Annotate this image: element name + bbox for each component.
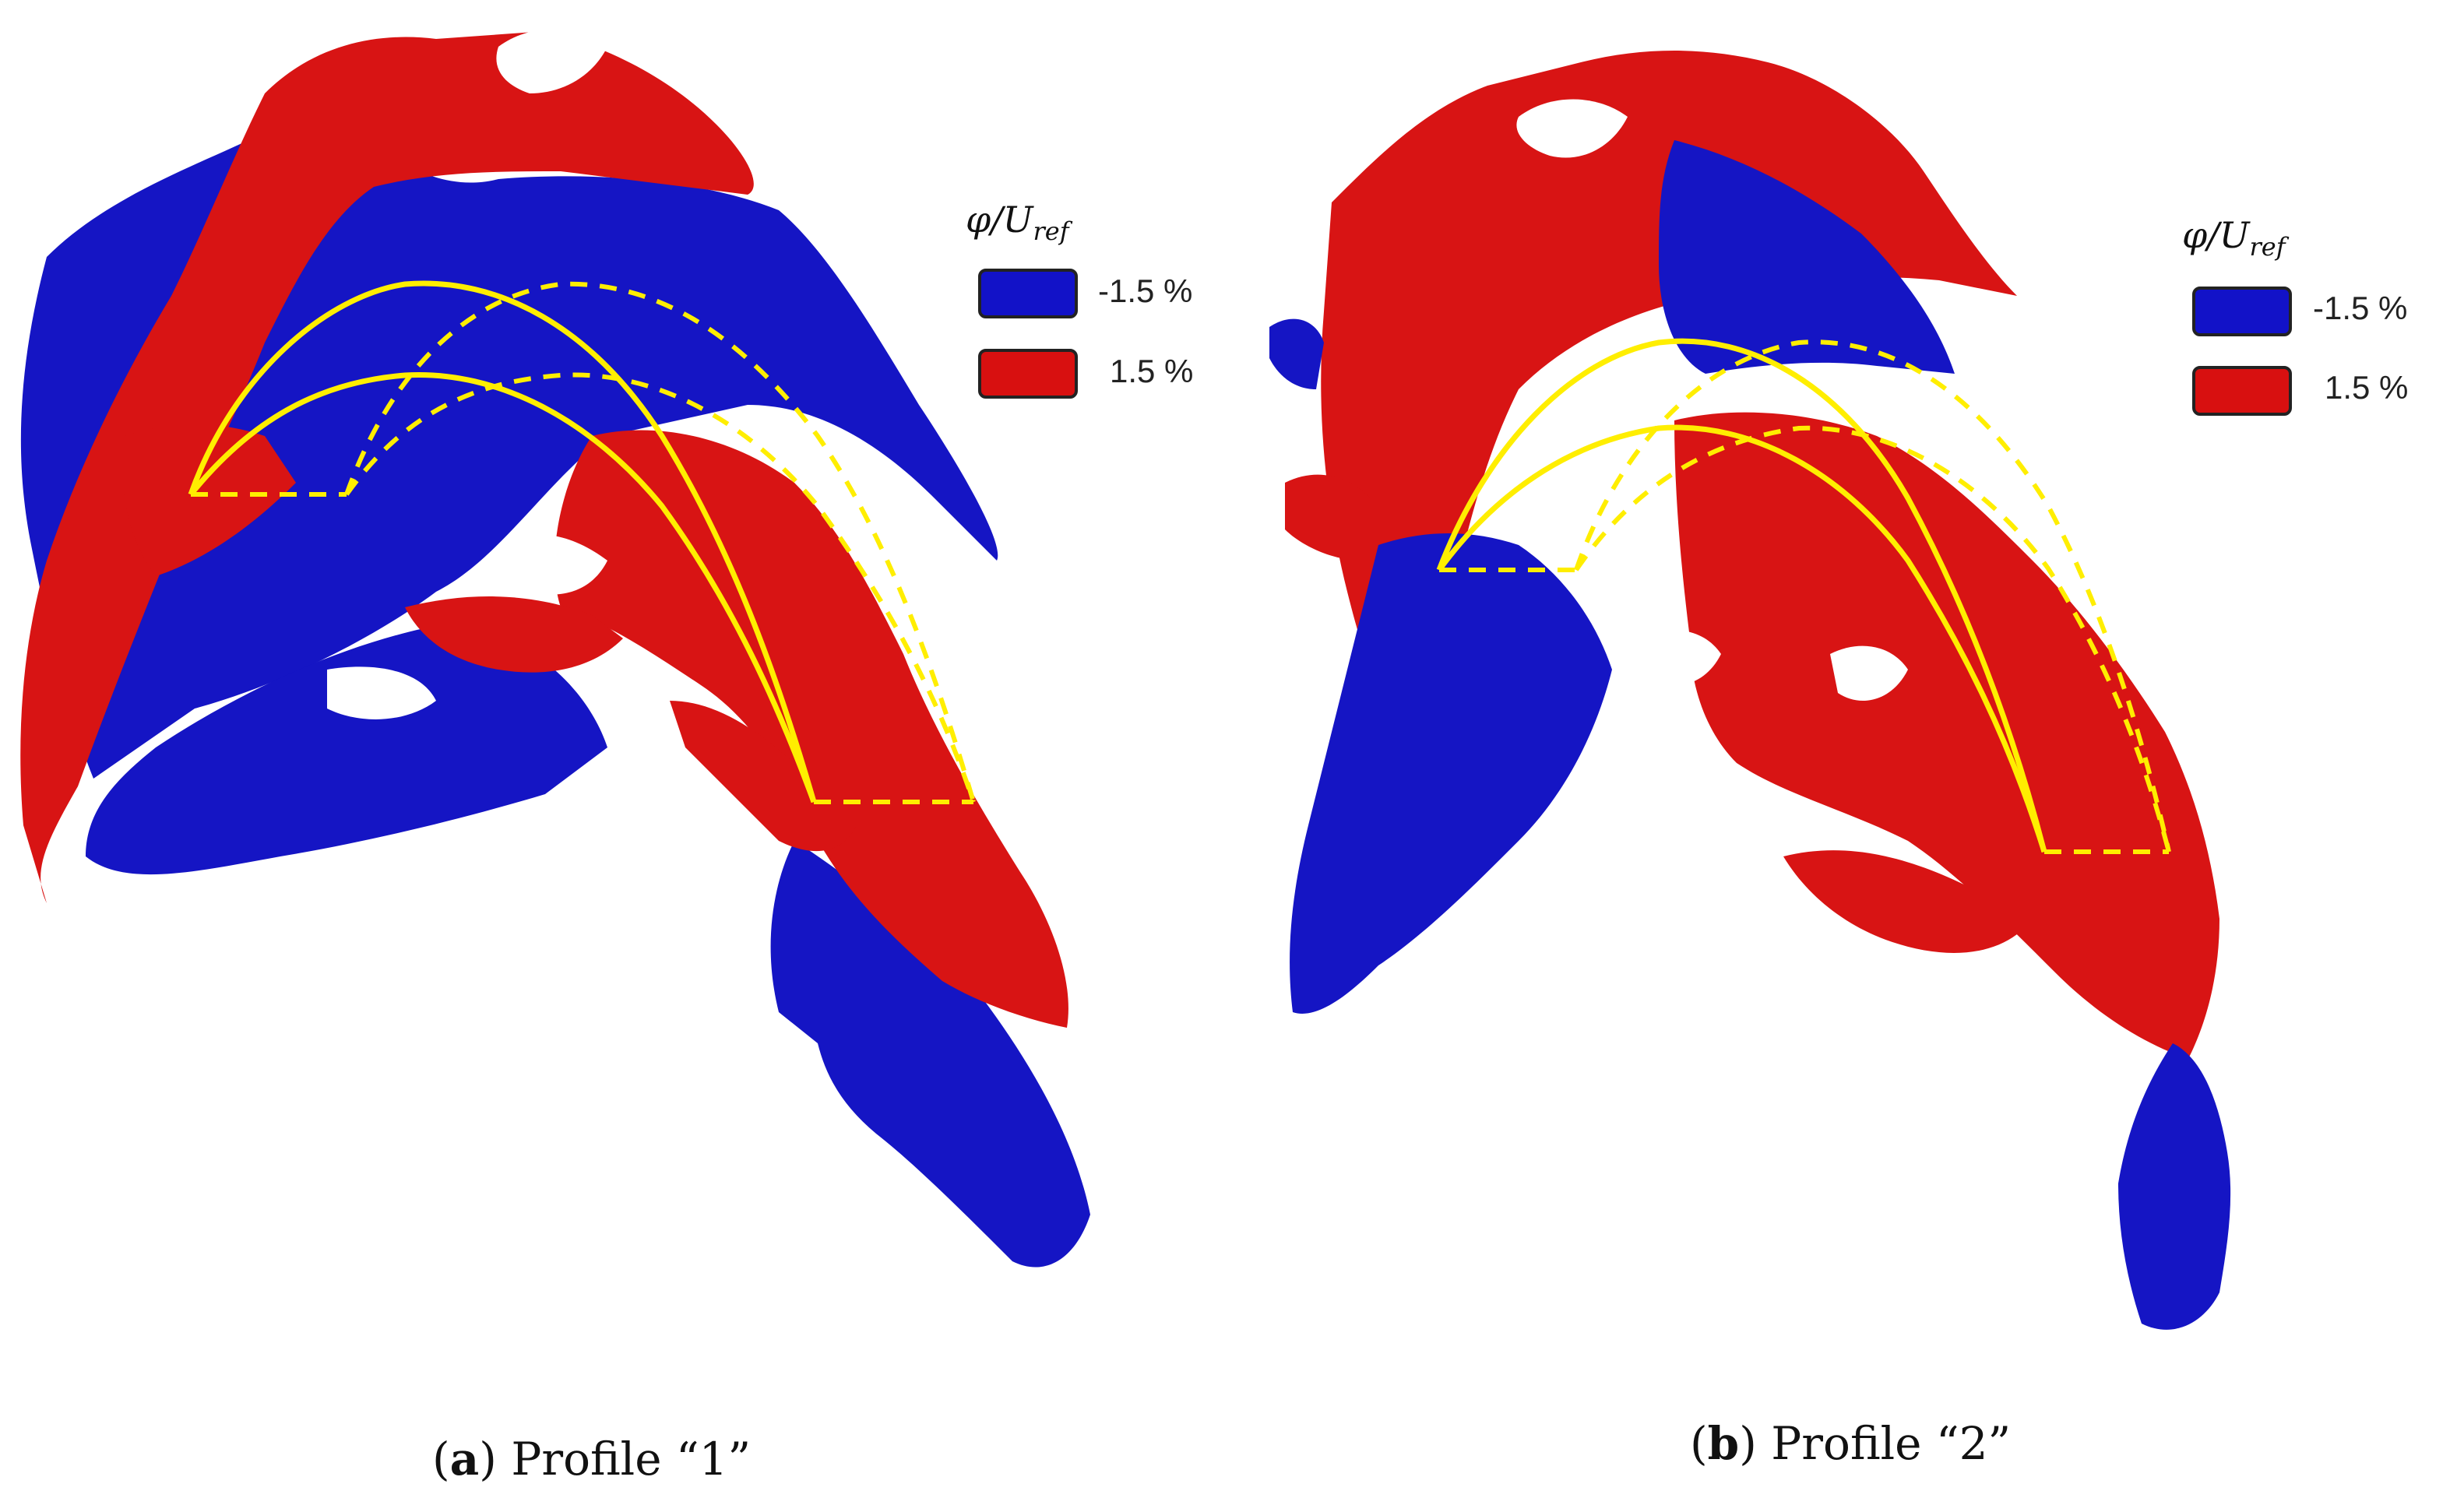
panel-b: φ/Uref -1.5 % 1.5 % (b) Profile “2” bbox=[1238, 0, 2453, 1512]
blade-profile-dashed-b bbox=[1439, 339, 2171, 854]
caption-a: (a) Profile “1” bbox=[432, 1433, 752, 1486]
caption-b: (b) Profile “2” bbox=[1690, 1417, 2012, 1470]
legend-swatch-negative bbox=[978, 269, 1078, 318]
gaps-a bbox=[327, 29, 607, 719]
negative-isosurface-b bbox=[1269, 140, 2231, 1330]
legend-title: φ/Uref bbox=[966, 199, 1069, 247]
blade-profile-outline-a bbox=[188, 280, 817, 803]
blade-profile-dashed-a bbox=[191, 281, 976, 804]
panel-a: φ/Uref -1.5 % 1.5 % (a) Profile “1” bbox=[0, 0, 1215, 1512]
negative-isosurface-a bbox=[20, 86, 1090, 1268]
legend-label-negative: -1.5 % bbox=[1098, 273, 1193, 309]
legend-swatch-negative bbox=[2192, 287, 2292, 336]
legend-swatch-positive bbox=[978, 349, 1078, 399]
isosurface-visualization-a bbox=[20, 29, 1090, 1268]
legend-swatch-positive bbox=[2192, 366, 2292, 416]
isosurface-visualization-b bbox=[1269, 51, 2231, 1330]
gaps-b bbox=[1516, 99, 1908, 701]
legend-label-positive: 1.5 % bbox=[2325, 369, 2409, 406]
positive-isosurface-a bbox=[20, 31, 1068, 1028]
legend-label-positive: 1.5 % bbox=[1110, 353, 1194, 389]
legend-label-negative: -1.5 % bbox=[2313, 290, 2408, 326]
legend-title: φ/Uref bbox=[2182, 214, 2286, 262]
blade-profile-outline-b bbox=[1436, 338, 2047, 853]
